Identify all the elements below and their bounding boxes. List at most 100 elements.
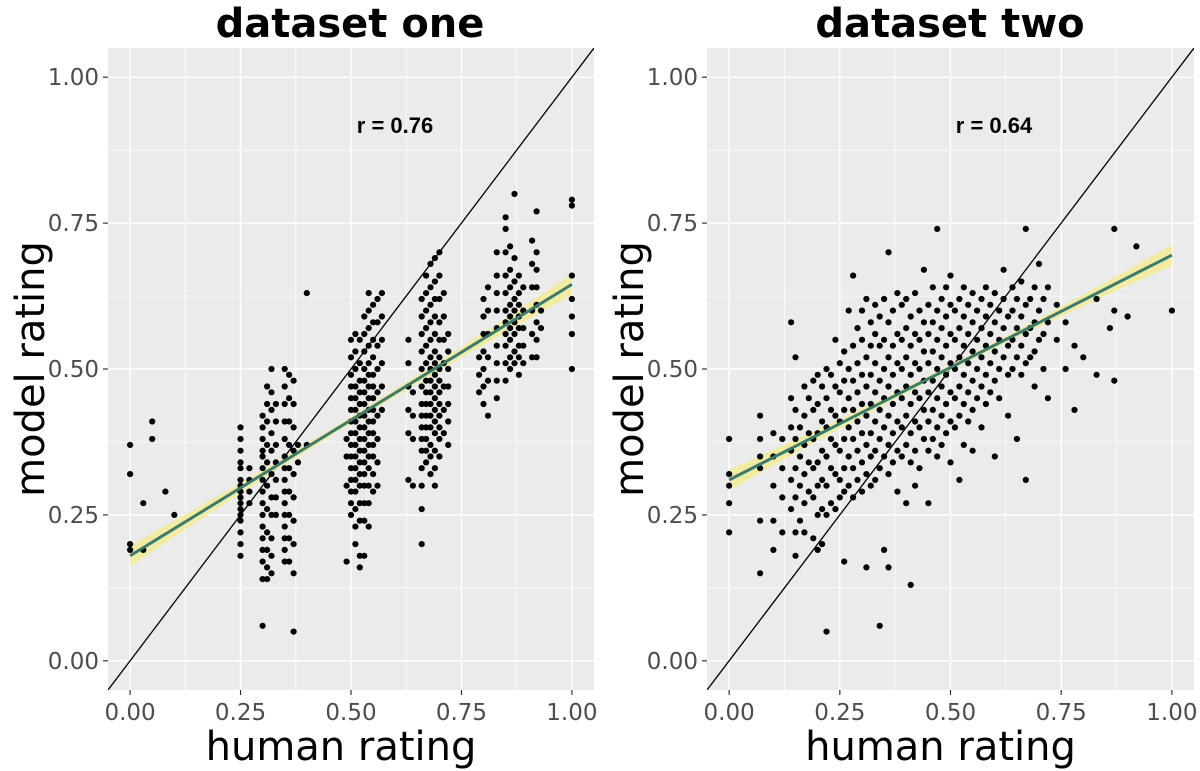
data-point [841,435,848,443]
data-point [792,406,799,413]
data-point [374,342,381,349]
data-point [352,395,359,402]
data-point [916,465,923,472]
data-point [810,465,817,472]
data-point [423,447,430,454]
data-point [356,360,363,367]
data-point [511,255,518,262]
data-point [436,412,443,419]
data-point [779,435,786,443]
data-point [827,371,835,378]
data-point [515,272,523,279]
data-point [854,360,861,367]
data-point [365,290,372,297]
data-point [515,342,523,349]
data-point [347,511,355,518]
data-point [272,418,279,425]
data-point [418,541,425,548]
data-point [912,418,919,425]
correlation-annotation: r = 0.76 [357,113,433,138]
data-point [511,348,518,355]
data-point [511,190,518,197]
data-point [272,511,279,518]
data-point [370,418,377,425]
data-point [805,459,812,466]
data-point [352,523,359,530]
data-point [568,313,576,320]
data-point [436,435,443,443]
data-point [347,488,355,495]
data-point [378,336,385,343]
x-axis-label: human rating [805,724,1076,770]
data-point [889,307,897,314]
data-point [418,435,425,443]
data-point [290,424,297,431]
data-point [431,255,438,262]
data-point [493,249,500,256]
data-point [259,500,266,507]
data-point [1013,295,1021,303]
data-point [841,348,848,355]
data-point [947,418,954,425]
data-point [343,482,350,489]
data-point [982,400,990,408]
data-point [907,371,914,378]
data-point [374,389,381,396]
data-point [850,272,857,279]
data-point [912,447,919,454]
data-point [960,371,967,378]
data-point [237,517,244,524]
data-point [418,383,425,390]
data-point [365,342,372,349]
data-point [929,319,936,326]
data-point [365,325,372,332]
data-point [286,371,293,378]
data-point [246,500,253,507]
data-point [876,313,883,320]
data-point [819,506,826,513]
data-point [436,424,443,431]
data-point [907,400,914,408]
data-point [876,377,883,384]
identity-line [108,48,594,690]
data-point [533,266,540,273]
x-tick-label: 0.50 [925,700,976,726]
data-point [938,354,945,361]
data-point [370,488,377,495]
data-point [832,441,839,448]
data-point [423,377,430,384]
data-point [264,459,271,466]
data-point [867,342,874,349]
data-point [987,301,994,308]
data-point [885,412,892,419]
data-point [237,500,244,507]
data-point [1005,412,1012,419]
data-point [246,488,253,495]
x-axis-label: human rating [206,724,477,770]
data-point [511,295,518,303]
data-point [814,400,821,408]
data-point [365,453,372,460]
data-point [423,424,430,431]
data-point [343,435,350,443]
data-point [361,435,368,443]
data-point [370,383,377,390]
data-point [259,523,266,530]
data-point [819,476,826,483]
data-point [872,447,879,454]
data-point [356,435,363,443]
data-point [427,400,434,408]
data-point [533,208,540,215]
data-point [418,482,425,489]
data-point [929,348,936,355]
data-point [127,541,134,548]
data-point [947,330,954,338]
data-point [237,447,244,454]
data-point [502,360,509,367]
data-point [1053,336,1060,343]
data-point [912,330,919,338]
data-point [889,371,897,378]
data-point [365,383,372,390]
data-point [943,400,950,408]
data-point [480,313,487,320]
